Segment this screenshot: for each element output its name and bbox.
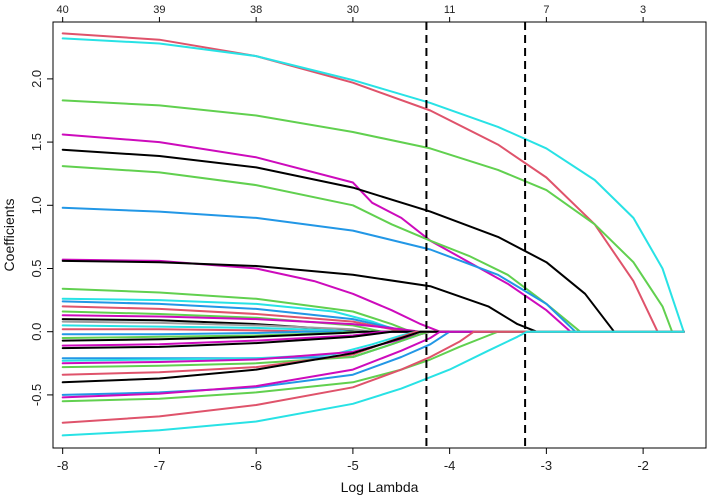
top-tick-label: 30 xyxy=(347,4,359,16)
x-tick-label: -3 xyxy=(541,458,553,473)
x-axis: -8 -7 -6 -5 -4 -3 -2 xyxy=(57,448,649,473)
coefficient-path-1 xyxy=(61,32,685,333)
x-tick-label: -7 xyxy=(154,458,166,473)
coefficient-path-5 xyxy=(61,148,685,333)
y-axis: -0.5 0.0 0.5 1.0 1.5 2.0 xyxy=(29,70,53,406)
y-tick-label: 1.5 xyxy=(29,133,44,151)
coefficient-path-9 xyxy=(61,259,685,333)
x-tick-label: -4 xyxy=(444,458,456,473)
x-tick-label: -2 xyxy=(637,458,649,473)
y-tick-label: 0.0 xyxy=(29,323,44,341)
y-tick-label: 1.0 xyxy=(29,196,44,214)
coefficient-path-33 xyxy=(61,330,685,403)
top-tick-label: 3 xyxy=(640,4,646,16)
y-tick-label: 2.0 xyxy=(29,70,44,88)
top-tick-label: 7 xyxy=(543,4,549,16)
y-tick-label: -0.5 xyxy=(29,384,44,406)
vline-layer xyxy=(425,22,527,448)
coefficient-path-4 xyxy=(61,133,685,333)
x-tick-label: -8 xyxy=(57,458,69,473)
plot-frame xyxy=(52,21,707,449)
coefficient-path-2 xyxy=(61,37,685,333)
y-tick-label: 0.5 xyxy=(29,259,44,277)
coefficient-path-34 xyxy=(61,330,685,424)
coefficient-path-3 xyxy=(61,99,685,333)
top-tick-label: 11 xyxy=(444,4,455,16)
coefficient-path-30 xyxy=(61,330,685,384)
y-axis-title: Coefficients xyxy=(1,199,17,272)
series-layer xyxy=(61,32,685,437)
coefficient-path-29 xyxy=(61,330,685,376)
top-axis: 40 39 38 30 11 7 3 xyxy=(57,4,646,22)
coefficient-path-32 xyxy=(61,330,685,399)
top-tick-label: 40 xyxy=(57,4,69,16)
x-tick-label: -6 xyxy=(250,458,262,473)
top-tick-label: 39 xyxy=(153,4,165,16)
top-tick-label: 38 xyxy=(250,4,262,16)
coefficient-path-6 xyxy=(61,165,685,333)
x-axis-title: Log Lambda xyxy=(341,479,419,495)
coefficient-path-31 xyxy=(61,330,685,396)
coefficient-path-7 xyxy=(61,206,685,333)
x-tick-label: -5 xyxy=(347,458,359,473)
